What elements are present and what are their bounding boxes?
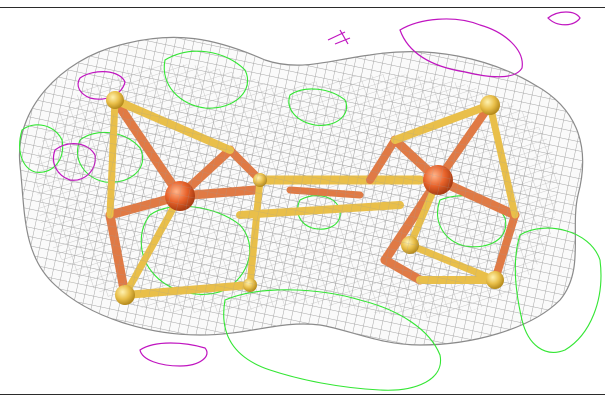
top-border-line bbox=[0, 7, 605, 8]
sulfur-atom bbox=[480, 95, 500, 115]
gray-density-mesh-front bbox=[60, 108, 534, 300]
sulfur-atom bbox=[486, 271, 504, 289]
sulfur-atom bbox=[106, 91, 124, 109]
bottom-border-line bbox=[0, 394, 605, 395]
sulfur-atom bbox=[115, 285, 135, 305]
